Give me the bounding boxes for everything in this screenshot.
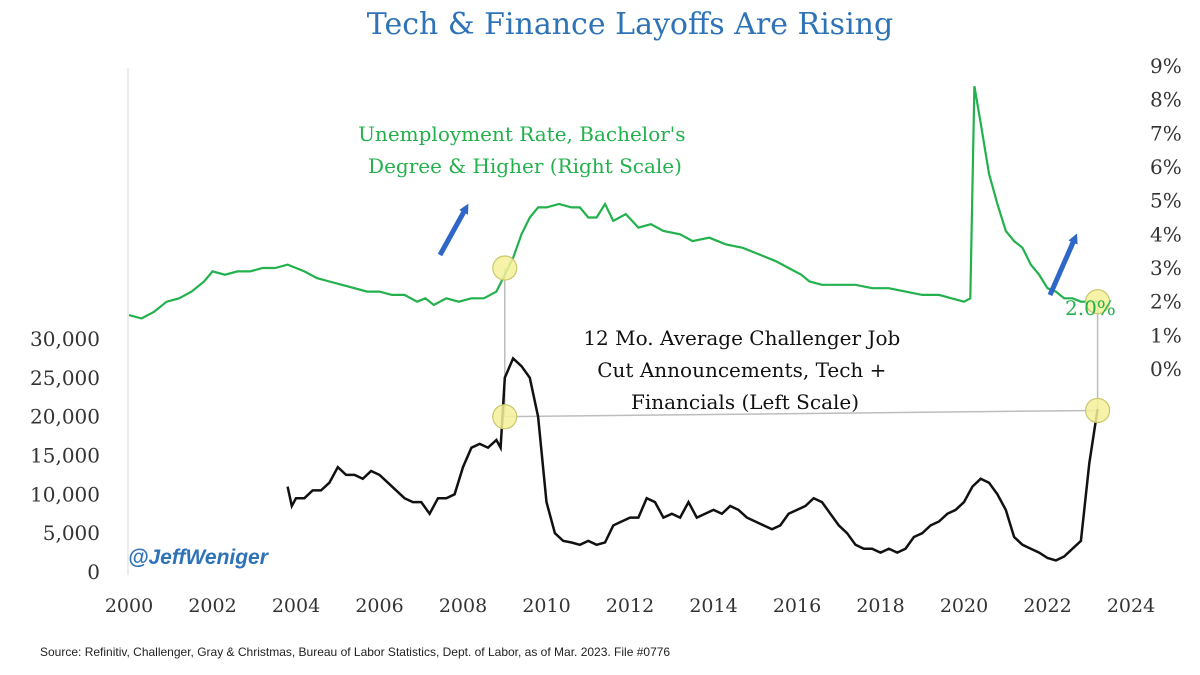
x-tick-label: 2018 bbox=[856, 595, 904, 617]
left-tick-label: 0 bbox=[87, 560, 100, 584]
x-tick-label: 2020 bbox=[940, 595, 988, 617]
trend-arrow-icon bbox=[437, 203, 469, 257]
x-tick-label: 2008 bbox=[439, 595, 487, 617]
left-tick-label: 30,000 bbox=[30, 327, 100, 351]
highlight-marker bbox=[492, 404, 518, 430]
series-label-line: Financials (Left Scale) bbox=[631, 390, 859, 414]
series-label-line: Degree & Higher (Right Scale) bbox=[368, 154, 682, 178]
x-tick-label: 2000 bbox=[105, 595, 153, 617]
x-tick-label: 2022 bbox=[1023, 595, 1071, 617]
series-label-line: 12 Mo. Average Challenger Job bbox=[583, 326, 900, 350]
highlight-markers bbox=[492, 255, 1111, 430]
x-tick-label: 2004 bbox=[272, 595, 320, 617]
right-tick-label: 8% bbox=[1150, 88, 1182, 112]
end-value-label: 2.0% bbox=[1065, 296, 1116, 320]
trend-arrow-icon bbox=[1047, 233, 1078, 297]
job-cuts-line bbox=[286, 356, 1099, 562]
x-tick-label: 2016 bbox=[773, 595, 821, 617]
left-tick-label: 5,000 bbox=[43, 521, 100, 545]
right-tick-label: 9% bbox=[1150, 54, 1182, 78]
right-axis-ticks: 0% 1% 2% 3% 4% 5% 6% 7% 8% 9% bbox=[1150, 54, 1182, 381]
right-tick-label: 1% bbox=[1150, 323, 1182, 347]
left-axis-ticks: 0 5,000 10,000 15,000 20,000 25,000 30,000 bbox=[30, 327, 100, 584]
right-tick-label: 0% bbox=[1150, 357, 1182, 381]
series-label-unemployment: Unemployment Rate, Bachelor's Degree & H… bbox=[358, 122, 692, 178]
right-tick-label: 4% bbox=[1150, 222, 1182, 246]
chart-title: Tech & Finance Layoffs Are Rising bbox=[367, 7, 893, 42]
left-tick-label: 20,000 bbox=[30, 405, 100, 429]
series-label-line: Unemployment Rate, Bachelor's bbox=[358, 122, 685, 146]
right-tick-label: 6% bbox=[1150, 155, 1182, 179]
unemployment-rate-line bbox=[128, 86, 1098, 320]
x-axis-ticks: 2000 2002 2004 2006 2008 2010 2012 2014 2016 2018… bbox=[105, 595, 1155, 617]
left-tick-label: 25,000 bbox=[30, 366, 100, 390]
right-tick-label: 7% bbox=[1150, 121, 1182, 145]
x-tick-label: 2012 bbox=[606, 595, 654, 617]
x-tick-label: 2024 bbox=[1107, 595, 1155, 617]
highlight-marker bbox=[1084, 289, 1111, 315]
left-tick-label: 15,000 bbox=[30, 444, 100, 468]
right-tick-label: 5% bbox=[1150, 189, 1182, 213]
series-label-job-cuts: 12 Mo. Average Challenger Job Cut Announ… bbox=[583, 326, 906, 414]
x-tick-label: 2002 bbox=[188, 595, 236, 617]
x-tick-label: 2006 bbox=[355, 595, 403, 617]
right-tick-label: 3% bbox=[1150, 256, 1182, 280]
highlight-marker bbox=[1084, 397, 1111, 424]
highlight-marker bbox=[492, 255, 518, 281]
right-tick-label: 2% bbox=[1150, 290, 1182, 314]
series-label-line: Cut Announcements, Tech + bbox=[597, 358, 886, 382]
connector-line bbox=[504, 409, 1098, 418]
x-tick-label: 2010 bbox=[522, 595, 570, 617]
source-note: Source: Refinitiv, Challenger, Gray & Ch… bbox=[40, 645, 670, 659]
left-tick-label: 10,000 bbox=[30, 482, 100, 506]
x-tick-label: 2014 bbox=[689, 595, 737, 617]
watermark: @JeffWeniger bbox=[128, 546, 270, 569]
